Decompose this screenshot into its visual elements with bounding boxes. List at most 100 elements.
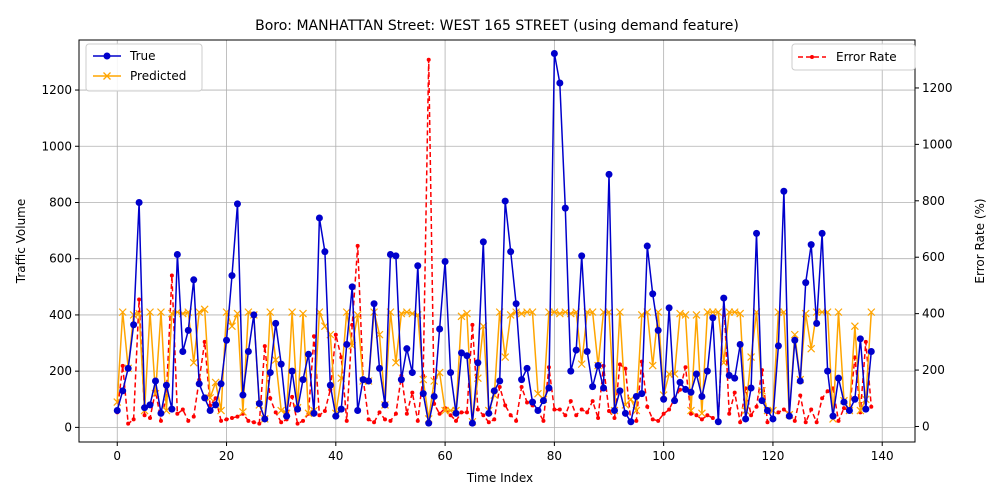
data-point-true <box>201 394 209 402</box>
x-tick-label: 40 <box>328 449 343 463</box>
data-point-error-rate <box>792 418 797 423</box>
data-point-predicted <box>528 308 537 317</box>
data-point-error-rate <box>126 421 131 426</box>
data-point-true <box>539 397 547 405</box>
data-point-error-rate <box>656 418 661 423</box>
data-point-true <box>731 374 739 382</box>
data-point-true <box>720 294 728 302</box>
data-point-error-rate <box>863 339 868 344</box>
data-point-predicted <box>277 406 286 415</box>
data-point-true <box>802 279 810 287</box>
data-point-true <box>343 340 351 348</box>
y-tick-label: 1000 <box>41 139 72 153</box>
y2-tick-label: 800 <box>922 194 945 208</box>
data-point-true <box>692 370 700 378</box>
data-point-true <box>299 376 307 384</box>
y-tick-label: 200 <box>49 364 72 378</box>
data-point-true <box>714 418 722 426</box>
x-tick-label: 0 <box>113 449 121 463</box>
data-point-true <box>698 392 706 400</box>
data-point-true <box>703 367 711 375</box>
data-point-error-rate <box>311 334 316 339</box>
data-point-predicted <box>200 305 209 314</box>
data-point-true <box>583 347 591 355</box>
data-point-error-rate <box>497 384 502 389</box>
data-point-true <box>840 398 848 406</box>
data-point-predicted <box>299 309 307 318</box>
x-tick-label: 80 <box>547 449 562 463</box>
plot-series <box>113 49 876 427</box>
data-point-predicted <box>577 360 586 369</box>
data-point-error-rate <box>607 408 612 413</box>
data-point-true <box>725 371 733 379</box>
data-point-error-rate <box>475 407 480 412</box>
y-tick-label: 1200 <box>41 83 72 97</box>
data-point-true <box>567 367 575 375</box>
data-point-true <box>332 412 340 420</box>
data-point-error-rate <box>382 417 387 422</box>
data-point-predicted <box>648 361 657 370</box>
data-point-true <box>244 347 252 355</box>
data-point-error-rate <box>268 396 273 401</box>
data-point-error-rate <box>841 406 846 411</box>
data-point-true <box>529 398 537 406</box>
data-point-error-rate <box>481 413 486 418</box>
data-point-true <box>452 409 460 417</box>
data-point-true <box>594 362 602 370</box>
legend-error-marker <box>810 55 814 59</box>
data-point-error-rate <box>623 366 628 371</box>
data-point-true <box>228 272 236 280</box>
data-point-error-rate <box>459 410 464 415</box>
data-point-true <box>660 395 668 403</box>
data-point-true <box>277 360 285 368</box>
data-point-error-rate <box>372 420 377 425</box>
data-point-true <box>785 412 793 420</box>
data-point-true <box>272 319 280 327</box>
legend-true-marker <box>103 52 111 60</box>
data-point-error-rate <box>519 384 524 389</box>
data-point-error-rate <box>464 410 469 415</box>
data-point-predicted <box>189 358 198 367</box>
data-point-true <box>753 229 761 237</box>
data-point-true <box>649 290 657 298</box>
data-point-error-rate <box>191 414 196 419</box>
data-point-true <box>397 376 405 384</box>
data-point-predicted <box>288 308 297 317</box>
data-point-true <box>545 384 553 392</box>
y2-tick-label: 1200 <box>922 81 953 95</box>
data-point-error-rate <box>798 393 803 398</box>
data-point-error-rate <box>344 418 349 423</box>
data-point-error-rate <box>667 407 672 412</box>
data-point-error-rate <box>262 344 267 349</box>
data-point-true <box>632 392 640 400</box>
data-point-error-rate <box>803 420 808 425</box>
data-point-error-rate <box>710 416 715 421</box>
data-point-true <box>441 258 449 266</box>
data-point-error-rate <box>683 365 688 370</box>
data-point-true <box>780 187 788 195</box>
data-point-error-rate <box>377 410 382 415</box>
data-point-error-rate <box>404 411 409 416</box>
data-point-true <box>654 326 662 334</box>
data-point-true <box>119 387 127 395</box>
data-point-true <box>600 384 608 392</box>
x-axis-label: Time Index <box>466 471 533 485</box>
data-point-true <box>862 405 870 413</box>
data-point-predicted <box>217 406 225 415</box>
x-tick-label: 60 <box>437 449 452 463</box>
data-point-true <box>572 346 580 354</box>
data-point-true <box>354 407 362 415</box>
data-point-predicted <box>195 308 204 317</box>
data-point-error-rate <box>301 418 306 423</box>
data-point-true <box>348 283 356 291</box>
data-point-true <box>807 241 815 249</box>
data-point-error-rate <box>492 417 497 422</box>
plot-frame <box>78 39 916 443</box>
data-point-error-rate <box>574 413 579 418</box>
data-point-predicted <box>501 353 510 362</box>
data-point-true <box>310 409 318 417</box>
data-point-true <box>135 198 143 206</box>
data-point-predicted <box>697 409 706 418</box>
data-point-true <box>523 364 531 372</box>
data-point-error-rate <box>290 394 295 399</box>
